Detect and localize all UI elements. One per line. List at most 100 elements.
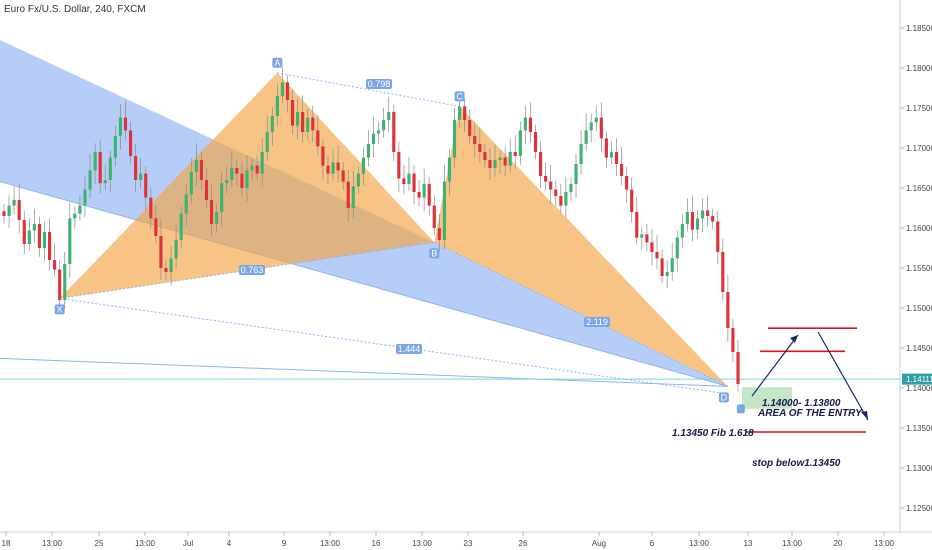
y-tick-label: 1.18500 [906,24,932,33]
candle-body [123,117,128,131]
candle-body [569,184,573,192]
candle-body [144,173,148,198]
candle-body [609,152,614,158]
candle-body [392,112,396,152]
ratio-line-xd [59,297,720,394]
pattern-point-label: X [57,304,63,314]
candle-body [721,252,725,292]
candle-body [2,211,6,216]
ratio-label-bg [584,317,610,327]
candle-body [361,157,365,174]
candle-body [139,173,143,180]
ratio-label-bg [366,79,392,89]
candle-body [12,200,16,206]
candle-body [63,264,67,300]
candle-body [442,181,446,240]
candle-body [58,269,62,300]
pattern-point-label: A [274,58,280,68]
pattern-point-marker-secondary [736,404,745,414]
candle-body [88,170,92,190]
entry-label-text: AREA OF THE ENTRY [757,408,863,419]
candle-body [463,106,467,120]
candle-body [37,224,42,248]
candle-body [164,268,168,272]
candle-body [498,157,502,160]
x-tick-label: 13:00 [135,539,156,548]
ratio-labels-group: 0.763 0.798 2.119 1.444 [239,79,610,354]
candle-body [73,213,77,219]
candle-body [483,152,487,160]
candle-body [690,212,695,230]
ratio-label: 0.798 [368,79,391,89]
ratio-line-ac [277,72,460,107]
x-tick-label: 9 [282,539,287,548]
candle-body [285,82,290,100]
pattern-point-label: D [721,392,728,402]
candle-body [422,184,426,198]
candle-body [53,260,57,270]
candle-body [599,117,603,139]
y-tick-label: 1.15500 [906,264,932,273]
candle-body [326,165,330,174]
candle-body [685,212,689,224]
pattern-points-group: X A B C D [54,57,745,414]
x-tick-label: 13:00 [874,539,895,548]
fib-level-text: 1.13450 Fib 1.618 [672,428,754,439]
candle-body [402,178,406,184]
candle-body [589,122,593,131]
candle-body [397,152,401,179]
candle-body [614,152,619,164]
entry-range-text: 1.14000- 1.13800 [762,398,841,409]
candle-body [731,328,735,352]
x-tick-label: 18 [2,539,11,548]
candle-body [230,168,234,180]
candle-body [371,133,376,144]
candle-body [503,157,507,166]
candle-body [149,197,153,219]
x-tick-label: 20 [834,539,843,548]
x-tick-label: 4 [227,539,232,548]
ratio-label: 1.444 [398,344,421,354]
candle-body [407,173,411,184]
candle-body [356,173,360,187]
candle-body [245,170,249,188]
x-tick-label: 25 [95,539,104,548]
candle-body [159,236,163,268]
candle-body [675,237,679,259]
candle-body [417,192,421,198]
candle-body [351,186,355,208]
candle-body [47,232,52,260]
ratio-label-bg [396,344,422,354]
candle-body [321,146,325,166]
candle-body [387,112,391,120]
candle-body [220,183,224,212]
candle-body [447,157,452,182]
candle-body [680,224,684,238]
y-tick-label: 1.14000 [906,384,932,393]
candle-body [240,173,244,188]
candle-body [260,152,264,174]
candle-body [473,136,477,144]
candles-group [2,67,740,392]
x-tick-label: 13 [744,539,753,548]
candle-body [7,205,11,216]
y-tick-label: 1.15000 [906,304,932,313]
candle-body [584,130,588,144]
y-tick-label: 1.12500 [906,504,932,513]
candle-body [493,160,497,168]
candle-body [331,162,335,174]
candle-body [630,189,634,212]
candle-body [301,112,305,132]
x-tick-label: 13:00 [320,539,341,548]
ratio-label-bg [239,265,265,275]
candle-body [645,234,649,243]
candle-body [275,96,279,116]
candle-body [427,184,431,206]
candle-body [255,165,259,174]
x-tick-label: 13:00 [42,539,63,548]
candle-body [670,258,674,272]
candle-body [280,82,284,96]
pattern-point-marker [718,392,729,403]
candle-body [574,164,578,184]
